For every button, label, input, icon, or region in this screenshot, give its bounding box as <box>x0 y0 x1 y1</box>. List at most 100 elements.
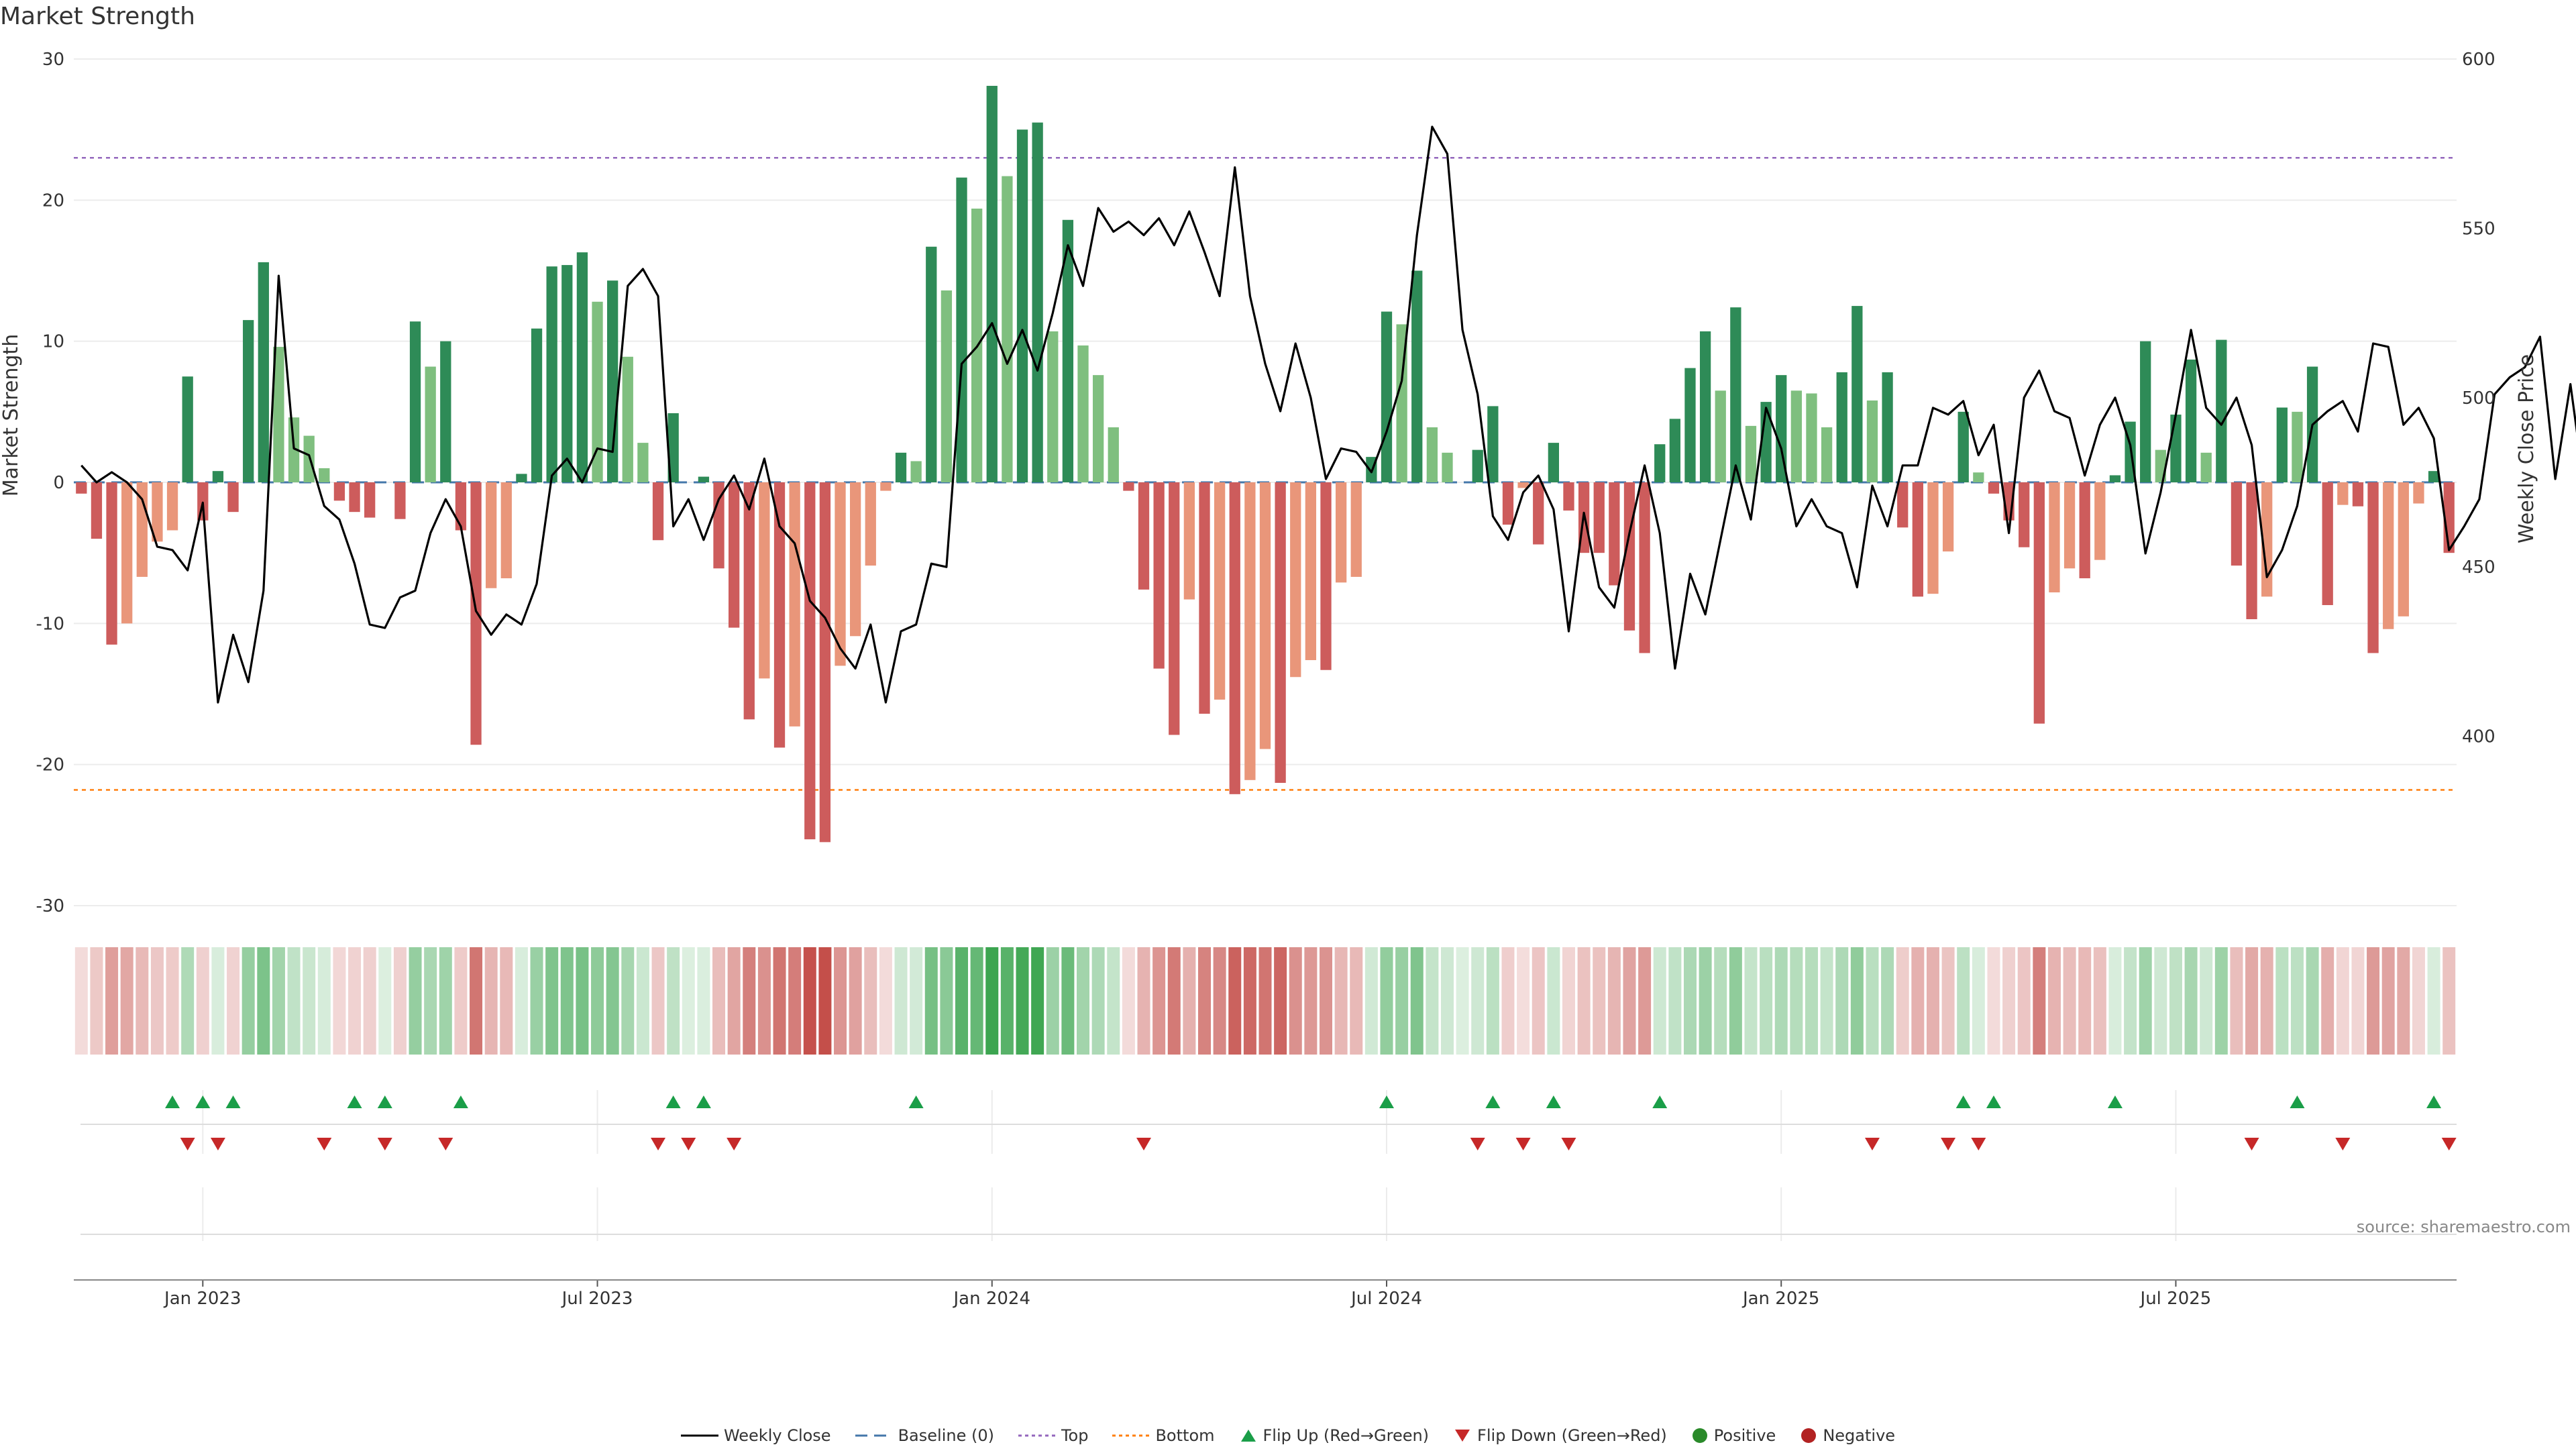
strength-bar <box>1047 331 1059 482</box>
flip-down-marker <box>1136 1138 1152 1150</box>
strength-bar <box>1350 482 1362 577</box>
strength-bar <box>2413 482 2424 504</box>
strength-bar <box>2109 475 2121 482</box>
heat-cell <box>1774 947 1788 1055</box>
x-tick-label: Jan 2025 <box>1741 1289 1820 1309</box>
strength-bar <box>303 435 315 482</box>
heat-cell <box>818 947 832 1055</box>
heat-cell <box>120 947 133 1055</box>
strength-bar <box>1502 482 1514 525</box>
heat-cell <box>1699 947 1712 1055</box>
heat-cell <box>1440 947 1454 1055</box>
strength-bar <box>1214 482 1226 700</box>
strength-bar <box>652 482 664 541</box>
strength-bar <box>2261 482 2273 597</box>
heat-cell <box>1426 947 1439 1055</box>
heat-cell <box>1881 947 1894 1055</box>
heat-cell <box>697 947 710 1055</box>
heat-cell <box>1258 947 1272 1055</box>
heat-cell <box>1607 947 1621 1055</box>
heat-cell <box>1577 947 1591 1055</box>
strength-bar <box>1639 482 1650 653</box>
flip-up-marker <box>225 1095 241 1108</box>
y-right-tick-label: 500 <box>2462 388 2496 409</box>
strength-bar <box>1426 427 1438 482</box>
x-tick-label: Jul 2025 <box>2139 1289 2212 1309</box>
heat-cell <box>2367 947 2380 1055</box>
strength-bar <box>1138 482 1150 590</box>
strength-bar <box>1229 482 1240 794</box>
strength-bar <box>986 85 998 483</box>
heat-cell <box>2306 947 2319 1055</box>
legend-label: Negative <box>1823 1426 1896 1445</box>
strength-bar <box>1684 368 1696 482</box>
heat-cell <box>1623 947 1636 1055</box>
heat-cell <box>1941 947 1955 1055</box>
strength-bar <box>1593 482 1605 553</box>
strength-bar <box>227 482 239 513</box>
heat-cell <box>1167 947 1181 1055</box>
flip-down-marker <box>2244 1138 2259 1150</box>
strength-bar <box>773 482 786 748</box>
strength-bar <box>1730 307 1741 482</box>
flip-down-marker <box>1864 1138 1880 1150</box>
strength-bar <box>243 320 254 482</box>
legend-item-baseline: Baseline (0) <box>855 1426 994 1445</box>
heat-cell <box>530 947 543 1055</box>
heat-cell <box>1593 947 1606 1055</box>
strength-bar <box>1776 375 1787 482</box>
heat-cell <box>1364 947 1378 1055</box>
strength-bar <box>698 476 710 482</box>
heat-cell <box>1532 947 1545 1055</box>
strength-bar <box>1669 419 1680 482</box>
heat-cell <box>105 947 119 1055</box>
x-tick-label: Jul 2024 <box>1350 1289 1422 1309</box>
strength-bar <box>500 482 512 579</box>
flip-down-marker <box>438 1138 453 1150</box>
heat-cell <box>1061 947 1075 1055</box>
strength-bar <box>1487 406 1499 482</box>
strength-bar <box>865 482 876 566</box>
strength-bar <box>1032 122 1043 482</box>
heat-cell <box>1380 947 1393 1055</box>
heat-cell <box>2063 947 2076 1055</box>
heat-cell <box>1926 947 1939 1055</box>
heat-cell <box>1729 947 1742 1055</box>
flip-up-marker <box>377 1095 392 1108</box>
strength-bar <box>1654 444 1666 482</box>
strength-bar <box>182 376 193 482</box>
strength-bar <box>2170 415 2182 482</box>
heat-cell <box>849 947 862 1055</box>
strength-bar <box>850 482 861 637</box>
heat-cell <box>1183 947 1196 1055</box>
strength-bar <box>1275 482 1286 784</box>
strength-bar <box>1411 270 1423 482</box>
heat-cell <box>1304 947 1318 1055</box>
strength-bar <box>1123 482 1134 491</box>
strength-bar <box>1609 482 1620 586</box>
strength-bar <box>743 482 755 720</box>
strength-bar <box>2019 482 2030 547</box>
flip-down-marker <box>681 1138 696 1150</box>
strength-bar <box>2276 407 2288 482</box>
heat-cell <box>2108 947 2122 1055</box>
strength-bar <box>1548 443 1560 482</box>
heat-cell <box>545 947 559 1055</box>
heat-cell <box>2002 947 2016 1055</box>
heat-cell <box>2290 947 2304 1055</box>
strength-bar <box>1153 482 1165 669</box>
heat-cell <box>651 947 665 1055</box>
strength-bar <box>333 482 345 501</box>
heat-cell <box>743 947 756 1055</box>
heat-cell <box>727 947 741 1055</box>
heat-cell <box>1562 947 1575 1055</box>
heat-cell <box>2047 947 2061 1055</box>
strength-bar <box>1108 427 1119 482</box>
strength-bar <box>1973 472 1984 482</box>
heat-cell <box>1866 947 1879 1055</box>
legend-label: Top <box>1061 1426 1089 1445</box>
heat-cell <box>439 947 452 1055</box>
strength-bar <box>910 461 922 482</box>
strength-bar <box>486 482 497 588</box>
strength-bar <box>76 482 87 494</box>
